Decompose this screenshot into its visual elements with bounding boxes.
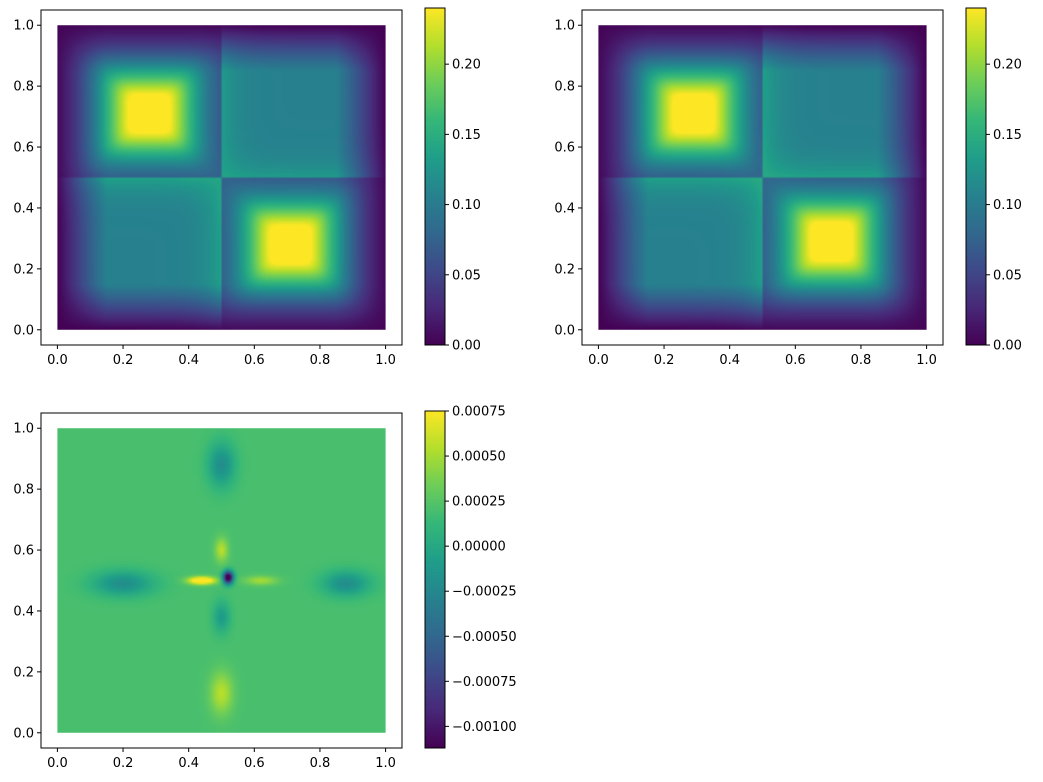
x-tick-label: 1.0 — [375, 353, 396, 368]
x-tick-label: 0.6 — [244, 353, 265, 368]
x-tick-label: 1.0 — [916, 353, 937, 368]
colorbar-tick-label: 0.00000 — [452, 540, 506, 555]
colorbar-gradient — [966, 8, 986, 345]
colorbar-tick-label: −0.00100 — [452, 720, 517, 735]
y-tick-label: 0.4 — [554, 201, 575, 216]
colorbar-tick-label: 0.00050 — [452, 450, 506, 465]
x-tick-label: 0.0 — [588, 353, 609, 368]
axes-frame — [40, 9, 403, 346]
y-tick-label: 0.2 — [554, 262, 575, 277]
x-tick-label: 0.0 — [47, 353, 68, 368]
x-tick-label: 0.8 — [310, 756, 331, 771]
y-tick-label: 1.0 — [13, 19, 34, 34]
x-tick-label: 0.2 — [654, 353, 675, 368]
y-tick-label: 0.4 — [13, 604, 34, 619]
x-tick-label: 0.2 — [113, 353, 134, 368]
x-tick-label: 1.0 — [375, 756, 396, 771]
colorbar-tick-label: 0.00075 — [452, 405, 506, 420]
colorbar-tick-label: 0.20 — [452, 58, 481, 73]
colorbar-tick-label: 0.15 — [452, 128, 481, 143]
y-tick-label: 0.6 — [13, 141, 34, 156]
heatmap-field — [57, 428, 386, 733]
colorbar-gradient — [425, 8, 445, 345]
chart-panel-3: 0.0 0.2 0.4 0.6 0.8 1.0 0.0 0.2 0.4 0.6 0.8 1.0 −0.0… — [13, 405, 516, 772]
colorbar-tick-label: −0.00050 — [452, 630, 517, 645]
x-tick-label: 0.4 — [178, 353, 199, 368]
y-tick-label: 0.0 — [13, 323, 34, 338]
y-tick-label: 0.2 — [13, 262, 34, 277]
heatmap-field — [598, 25, 927, 330]
colorbar-tick-label: 0.10 — [452, 198, 481, 213]
colorbar-tick-label: 0.00 — [452, 339, 481, 354]
axes-frame — [40, 412, 403, 749]
x-tick-label: 0.2 — [113, 756, 134, 771]
y-tick-label: 0.8 — [554, 80, 575, 95]
colorbar-tick-label: −0.00025 — [452, 585, 517, 600]
x-tick-label: 0.4 — [178, 756, 199, 771]
colorbar-tick-label: 0.20 — [993, 58, 1022, 73]
y-tick-label: 0.6 — [554, 141, 575, 156]
y-tick-label: 0.0 — [554, 323, 575, 338]
y-tick-label: 0.8 — [13, 80, 34, 95]
colorbar-tick-label: −0.00075 — [452, 675, 517, 690]
x-tick-label: 0.6 — [785, 353, 806, 368]
colorbar-tick-label: 0.10 — [993, 198, 1022, 213]
colorbar-tick-label: 0.05 — [452, 268, 481, 283]
colorbar-frame — [424, 410, 446, 749]
colorbar-gradient — [425, 411, 445, 748]
y-tick-label: 0.2 — [13, 665, 34, 680]
y-tick-label: 0.8 — [13, 483, 34, 498]
colorbar-tick-label: 0.15 — [993, 128, 1022, 143]
y-tick-label: 0.6 — [13, 544, 34, 559]
x-tick-label: 0.0 — [47, 756, 68, 771]
x-tick-label: 0.8 — [310, 353, 331, 368]
y-tick-label: 0.4 — [13, 201, 34, 216]
y-tick-label: 0.0 — [13, 726, 34, 741]
y-tick-label: 1.0 — [13, 422, 34, 437]
x-tick-label: 0.6 — [244, 756, 265, 771]
chart-panel-2: 0.0 0.2 0.4 0.6 0.8 1.0 0.0 0.2 0.4 0.6 0.8 1.0 0.00… — [554, 7, 1022, 368]
colorbar-frame — [424, 7, 446, 346]
chart-panel-1: 0.0 0.2 0.4 0.6 0.8 1.0 0.0 0.2 0.4 0.6 0.8 1.0 0.00… — [13, 7, 481, 368]
colorbar-tick-label: 0.00 — [993, 339, 1022, 354]
colorbar-tick-label: 0.05 — [993, 268, 1022, 283]
heatmap-field — [57, 25, 386, 330]
x-tick-label: 0.8 — [851, 353, 872, 368]
y-tick-label: 1.0 — [554, 19, 575, 34]
axes-frame — [581, 9, 944, 346]
x-tick-label: 0.4 — [719, 353, 740, 368]
colorbar-frame — [965, 7, 987, 346]
colorbar-tick-label: 0.00025 — [452, 495, 506, 510]
